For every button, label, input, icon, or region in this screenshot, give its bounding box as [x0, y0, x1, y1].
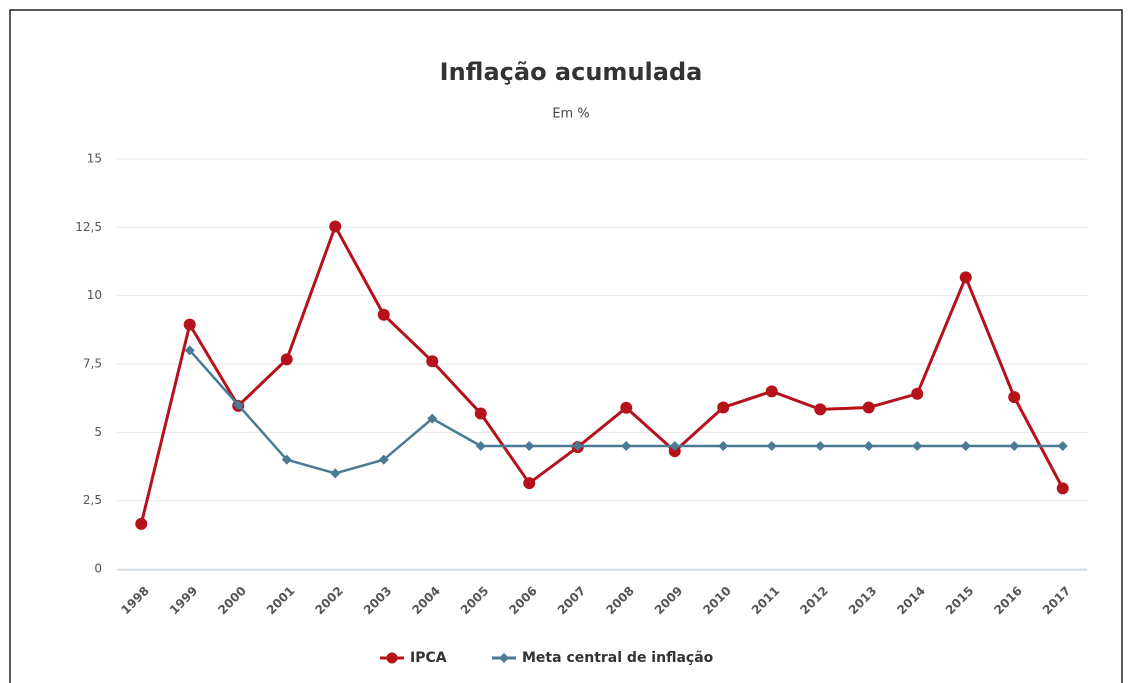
x-tick-label: 2007: [555, 584, 589, 618]
point: [621, 441, 632, 451]
x-tick-label: 2012: [797, 584, 831, 618]
x-tick-label: 2005: [458, 584, 492, 618]
series: [135, 220, 1069, 530]
point: [427, 413, 438, 424]
y-tick-label: 0: [94, 562, 102, 576]
point: [669, 441, 680, 451]
point: [814, 403, 827, 416]
point: [718, 441, 729, 451]
x-tick-label: 2017: [1040, 584, 1074, 618]
y-tick-label: 2,5: [83, 493, 102, 507]
y-tick-label: 15: [87, 152, 102, 166]
x-tick-label: 2014: [894, 584, 928, 618]
point: [911, 387, 924, 400]
point: [475, 441, 486, 451]
point: [135, 517, 148, 530]
y-tick-label: 7,5: [83, 357, 102, 371]
point: [523, 477, 536, 490]
point: [377, 308, 390, 321]
x-tick-label: 2008: [603, 584, 637, 618]
point: [863, 441, 874, 451]
x-tick-label: 1999: [167, 584, 201, 618]
point: [474, 407, 487, 420]
point: [572, 441, 583, 451]
point: [378, 454, 389, 465]
y-tick-label: 12,5: [75, 220, 102, 234]
x-tick-label: 2006: [506, 584, 540, 618]
series: [184, 345, 1068, 479]
x-tick-label: 2016: [991, 584, 1025, 618]
point: [766, 441, 777, 451]
point: [1057, 441, 1068, 451]
point: [426, 355, 439, 368]
x-tick-label: 2009: [652, 584, 686, 618]
y-tick-label: 10: [87, 288, 102, 302]
x-tick-label: 2001: [264, 584, 298, 618]
point: [233, 400, 244, 410]
point: [524, 441, 535, 451]
point: [765, 385, 778, 398]
point: [184, 345, 195, 356]
x-tick-label: 2011: [749, 584, 783, 618]
point: [1008, 391, 1021, 404]
point: [862, 401, 875, 414]
point: [959, 271, 972, 284]
legend-marker: [386, 652, 398, 664]
y-tick-label: 5: [94, 425, 102, 439]
x-tick-label: 2010: [700, 584, 734, 618]
x-tick-label: 2004: [409, 584, 443, 618]
point: [281, 454, 292, 465]
point: [280, 353, 293, 366]
x-tick-label: 2015: [943, 584, 977, 618]
x-tick-label: 2003: [361, 584, 395, 618]
point: [960, 441, 971, 451]
legend-label: Meta central de inflação: [522, 650, 714, 666]
series-line: [139, 222, 1065, 525]
frame: [9, 9, 1123, 683]
point: [329, 220, 342, 233]
x-tick-label: 2002: [312, 584, 346, 618]
chart-subtitle: Em %: [552, 107, 589, 122]
point: [620, 401, 633, 414]
point: [183, 318, 196, 331]
legend-marker: [499, 653, 509, 663]
point: [1009, 441, 1020, 451]
chart-title: Inflação acumulada: [440, 58, 703, 86]
x-tick-label: 2000: [215, 584, 249, 618]
point: [1056, 482, 1069, 495]
point: [717, 401, 730, 414]
x-tick-label: 1998: [118, 584, 152, 618]
legend-label: IPCA: [410, 650, 447, 666]
point: [668, 445, 681, 458]
x-tick-label: 2013: [846, 584, 880, 618]
point: [815, 441, 826, 451]
point: [912, 441, 923, 451]
point: [330, 468, 341, 479]
